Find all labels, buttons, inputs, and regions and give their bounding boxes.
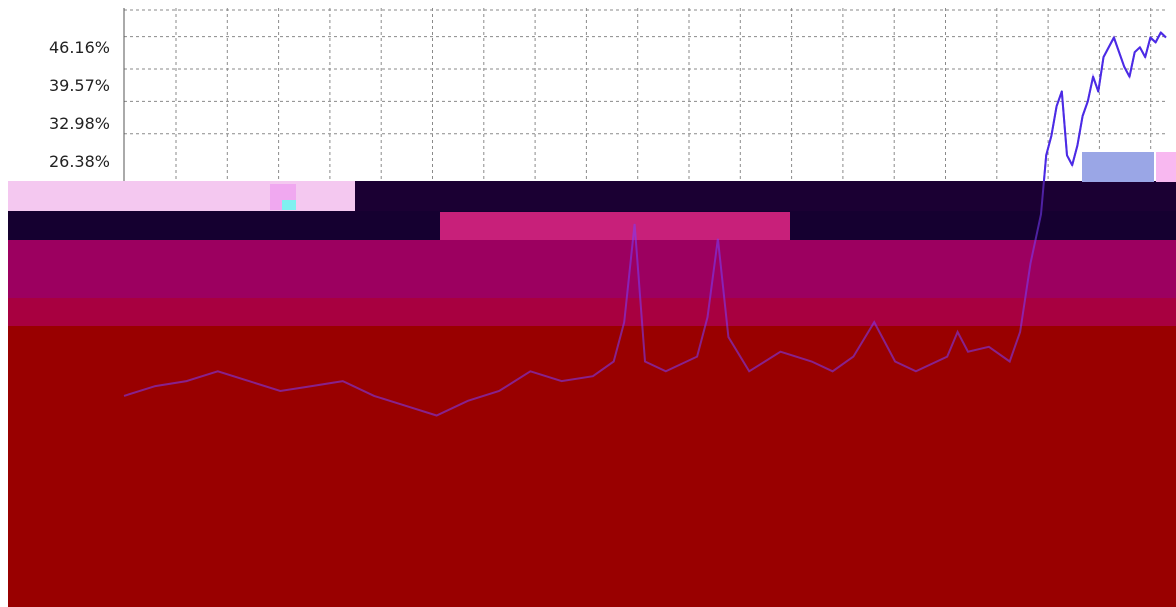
series-ghost-trace-0 [123,30,1167,417]
artifact-patch-pink [1156,152,1176,182]
artifact-band-red [8,326,1176,607]
render-artifact-overlay [8,152,1176,607]
y-tick-label-0: 46.16% [49,38,110,57]
artifact-patch-cyan-2 [282,200,296,210]
artifact-band-mixed [8,298,1176,328]
y-tick-label-3: 26.38% [49,152,110,171]
artifact-patch-blue [1082,152,1154,182]
y-tick-label-1: 39.57% [49,76,110,95]
y-tick-label-2: 32.98% [49,114,110,133]
artifact-ghost-traces [123,30,1167,417]
artifact-band-pink-strip [440,212,790,240]
artifact-band-dark [355,181,1176,213]
artifact-band-magenta [8,240,1176,300]
y-tick-labels: 46.16% 39.57% 32.98% 26.38% [49,38,110,171]
